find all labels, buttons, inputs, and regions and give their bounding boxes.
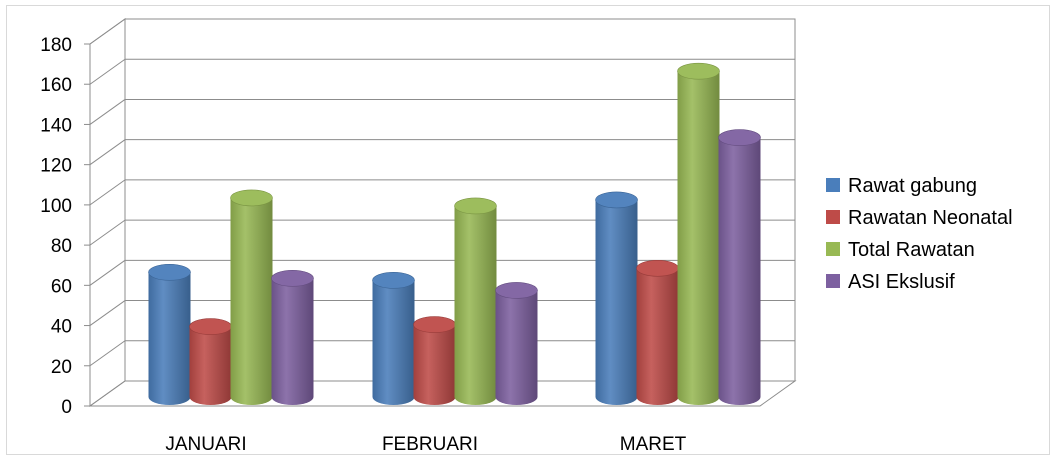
bar-total-rawatan-maret [677,62,720,405]
gridline-side [89,18,126,45]
side-wall [89,18,126,407]
x-category-label: FEBRUARI [382,434,478,455]
bar-asi-ekslusif-maret [718,129,761,406]
legend-label: Rawat gabung [848,175,977,197]
gridline-side [89,340,126,367]
bar-rawatan-neonatal-februari [413,316,456,405]
x-category-label: MARET [620,434,687,455]
legend-swatch [826,242,840,256]
legend-swatch [826,274,840,288]
gridline-side [89,300,126,326]
bar-rawat-gabung-februari [372,272,415,405]
y-tick-label: 60 [51,276,72,297]
legend-label: Rawatan Neonatal [848,207,1013,229]
y-tick-label: 40 [51,317,72,338]
y-tick-label: 120 [40,156,72,177]
legend-label: ASI Ekslusif [848,271,955,293]
floor [88,380,797,407]
bar-rawat-gabung-maret [595,191,638,405]
gridline-side [89,99,126,125]
y-tick-label: 140 [40,115,72,136]
y-tick-label: 100 [40,196,72,217]
y-tick-label: 0 [61,397,72,418]
legend-swatch [826,210,840,224]
x-axis-labels: JANUARI FEBRUARI MARET [165,434,686,455]
bar-asi-ekslusif-februari [495,282,538,405]
bar-total-rawatan-februari [454,197,497,405]
legend-label: Total Rawatan [848,239,975,261]
gridline-side [89,219,126,246]
bar-rawat-gabung-januari [148,264,191,405]
gridline-side [89,58,126,85]
bar-rawatan-neonatal-januari [189,318,232,405]
x-category-label: JANUARI [165,434,246,455]
bar-total-rawatan-januari [230,189,273,405]
y-tick-label: 160 [40,75,72,96]
legend-swatch [826,178,840,192]
y-tick-label: 80 [51,236,72,257]
bar-rawatan-neonatal-maret [636,259,679,405]
gridline-side [89,259,126,286]
legend: Rawat gabung Rawatan Neonatal Total Rawata… [826,175,1013,293]
y-tick-label: 20 [51,357,72,378]
bars [148,62,761,406]
gridline-side [89,139,126,166]
y-axis-ticks: 0 20 40 60 80 100 120 140 160 180 [40,35,91,418]
y-tick-label: 180 [40,35,72,56]
gridline-side [89,179,126,206]
bar-asi-ekslusif-januari [271,270,314,405]
